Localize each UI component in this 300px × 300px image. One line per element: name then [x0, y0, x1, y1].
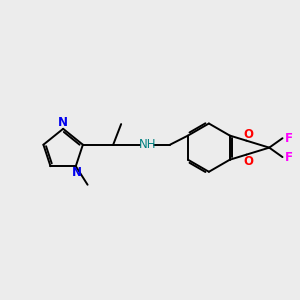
Text: O: O: [244, 154, 254, 168]
Text: N: N: [58, 116, 68, 129]
Text: O: O: [244, 128, 254, 141]
Text: N: N: [72, 166, 82, 178]
Text: NH: NH: [139, 138, 157, 151]
Text: F: F: [285, 151, 293, 164]
Text: F: F: [285, 132, 293, 145]
